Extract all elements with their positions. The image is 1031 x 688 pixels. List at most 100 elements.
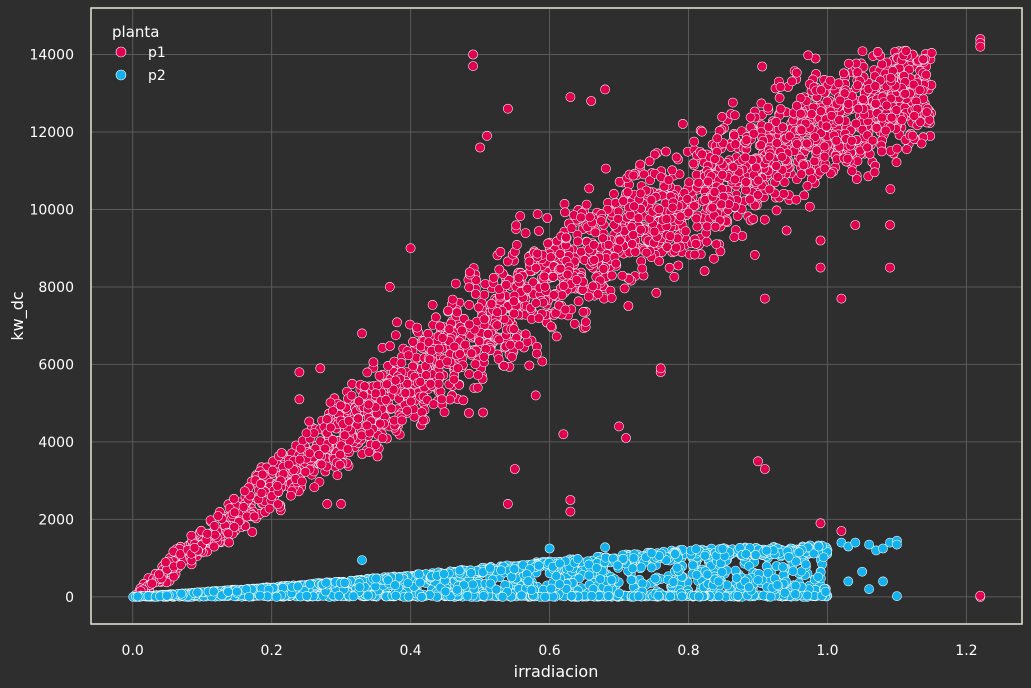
- series-p1-point: [357, 328, 367, 339]
- series-p1-point: [771, 116, 781, 127]
- series-p1-point: [623, 301, 634, 311]
- series-p1-point: [470, 359, 481, 370]
- series-p2-point: [741, 549, 751, 559]
- series-p1-point: [907, 130, 918, 141]
- series-p1-point: [846, 135, 857, 146]
- series-p1-point: [892, 143, 902, 154]
- series-p1-point: [528, 277, 538, 288]
- series-p1-point: [753, 190, 763, 200]
- series-p1-point: [852, 67, 863, 78]
- series-p1-point: [740, 152, 751, 163]
- series-p1-point: [588, 281, 598, 292]
- series-p1-point: [781, 225, 792, 236]
- series-p1-point: [607, 270, 617, 281]
- series-p1-point: [209, 521, 220, 531]
- series-p2-point: [606, 575, 617, 585]
- series-p1-point: [717, 169, 728, 180]
- series-p1-point: [439, 407, 450, 418]
- series-p1-point: [593, 289, 603, 299]
- series-p1-point: [802, 181, 813, 191]
- series-p1-point: [880, 125, 891, 136]
- series-p1-point: [774, 92, 785, 103]
- series-p1-point: [396, 358, 407, 368]
- series-p1-point: [702, 221, 712, 232]
- series-p2-point: [762, 568, 773, 578]
- series-p1-point: [741, 177, 751, 187]
- series-p2-point: [802, 590, 813, 601]
- series-p1-point: [532, 209, 543, 219]
- series-p2-point: [614, 588, 624, 599]
- series-p1-point: [294, 367, 305, 378]
- series-p1-point: [839, 88, 850, 99]
- x-tick-label: 0.6: [538, 643, 560, 659]
- series-p1-point: [472, 382, 483, 393]
- axes-frame: [90, 7, 1023, 625]
- series-p2-point: [540, 591, 550, 602]
- series-p2-point: [790, 580, 801, 591]
- series-p1-point: [833, 78, 844, 89]
- series-p1-point: [363, 399, 374, 410]
- series-p1-point: [881, 100, 892, 111]
- series-p1-point: [229, 507, 240, 518]
- series-p2-point: [731, 573, 742, 583]
- series-p1-point: [583, 291, 594, 302]
- series-p1-point: [468, 61, 478, 71]
- series-p1-point: [771, 161, 782, 171]
- series-p1-point: [388, 384, 399, 395]
- series-p2-point: [864, 539, 874, 550]
- y-tick-label: 12000: [29, 125, 74, 141]
- series-p1-point: [751, 162, 761, 173]
- series-p2-point: [633, 591, 644, 602]
- series-p1-point: [423, 328, 433, 339]
- series-p2-point: [496, 565, 506, 576]
- series-p1-point: [663, 175, 674, 185]
- series-p2-point: [383, 575, 393, 586]
- series-p1-point: [701, 236, 712, 247]
- series-p1-point: [405, 243, 416, 254]
- series-p1-point: [675, 211, 686, 222]
- series-p1-point: [688, 158, 699, 169]
- series-p1-point: [301, 428, 312, 439]
- series-p1-point: [390, 330, 401, 341]
- series-p1-point: [677, 119, 688, 129]
- series-p2-point: [403, 591, 414, 602]
- series-p2-point: [208, 586, 219, 597]
- series-p2-point: [637, 578, 648, 589]
- series-p1-point: [202, 528, 213, 539]
- series-p2-point: [348, 591, 359, 602]
- series-p2-point: [794, 547, 804, 558]
- series-p1-point: [494, 284, 504, 294]
- series-p1-point: [442, 356, 453, 367]
- y-tick-label: 0: [65, 590, 74, 606]
- series-p1-point: [255, 479, 266, 489]
- series-p1-point: [424, 354, 435, 365]
- series-p1-point: [229, 522, 240, 532]
- series-p1-point: [427, 300, 438, 310]
- series-p1-point: [304, 448, 315, 459]
- series-p1-point: [572, 236, 583, 247]
- series-p1-point: [257, 469, 268, 480]
- x-axis-label: irradiacion: [514, 662, 599, 681]
- series-p1-point: [792, 139, 802, 149]
- series-p1-point: [354, 396, 364, 407]
- series-p1-point: [589, 239, 599, 250]
- series-p1-point: [851, 174, 862, 184]
- series-p1-point: [147, 578, 157, 589]
- series-p1-point: [447, 294, 458, 305]
- series-p1-point: [809, 156, 820, 167]
- series-p1-point: [777, 151, 787, 162]
- series-p2-point: [533, 560, 544, 571]
- series-p2-point: [321, 577, 332, 588]
- series-p2-point: [627, 563, 638, 574]
- series-p1-point: [806, 174, 817, 185]
- series-p1-point: [636, 224, 646, 235]
- series-p1-point: [796, 169, 807, 179]
- series-p2-point: [271, 591, 282, 602]
- series-p1-point: [655, 363, 666, 374]
- series-p2-point: [363, 590, 373, 601]
- series-p1-point: [546, 321, 557, 332]
- series-p1-point: [386, 403, 397, 414]
- series-p1-point: [665, 231, 676, 241]
- series-p1-point: [562, 269, 573, 280]
- series-p1-point: [737, 231, 748, 241]
